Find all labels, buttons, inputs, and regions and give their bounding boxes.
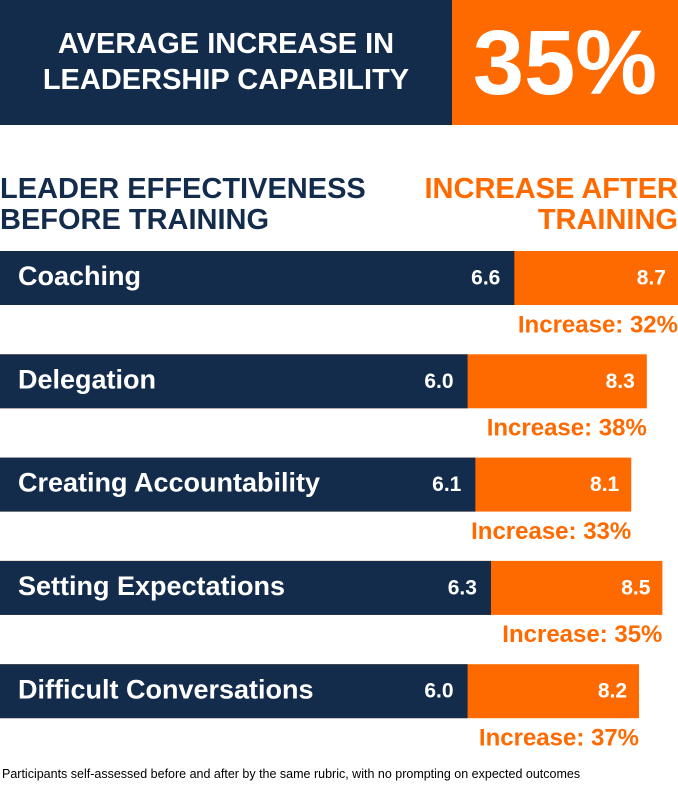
bar-before [0, 664, 468, 719]
category-label: Setting Expectations [18, 571, 285, 601]
category-label: Difficult Conversations [18, 674, 314, 704]
header-panel [0, 0, 452, 125]
value-label: 6.3 [448, 576, 477, 599]
value-label: 6.1 [432, 473, 462, 496]
increase-annotation: Increase: 33% [471, 518, 631, 545]
headline-panel [452, 0, 678, 125]
legend-entry: INCREASE AFTER TRAINING [424, 173, 678, 236]
bar-before [0, 560, 491, 615]
value-label: 8.2 [598, 680, 627, 703]
bar-before [0, 354, 468, 409]
increase-annotation: Increase: 37% [479, 725, 639, 752]
bar-before [0, 457, 476, 512]
value-label: 8.7 [637, 267, 666, 290]
category-label: Delegation [18, 364, 156, 394]
chart: Coaching 6.6 8.7 Increase: 32% Delegation 6.0… [0, 251, 678, 752]
value-label: 6.6 [471, 267, 500, 290]
bar-before [0, 251, 515, 305]
headline: 35% [472, 12, 658, 114]
value-label: 8.1 [590, 473, 620, 496]
increase-annotation: Increase: 35% [502, 621, 662, 648]
category-label: Creating Accountability [18, 468, 320, 498]
increase-annotation: Increase: 38% [487, 415, 647, 442]
chart-title: AVERAGE INCREASE IN LEADERSHIP CAPABILIT… [42, 28, 410, 96]
value-label: 8.5 [621, 576, 651, 599]
value-label: 6.0 [424, 680, 453, 703]
footnote: Participants self-assessed before and af… [2, 767, 581, 781]
legend-entry: LEADER EFFECTIVENESS BEFORE TRAINING [0, 173, 366, 236]
category-label: Coaching [18, 261, 141, 291]
value-label: 8.3 [606, 370, 635, 393]
value-label: 6.0 [424, 370, 453, 393]
increase-annotation: Increase: 32% [518, 311, 678, 338]
